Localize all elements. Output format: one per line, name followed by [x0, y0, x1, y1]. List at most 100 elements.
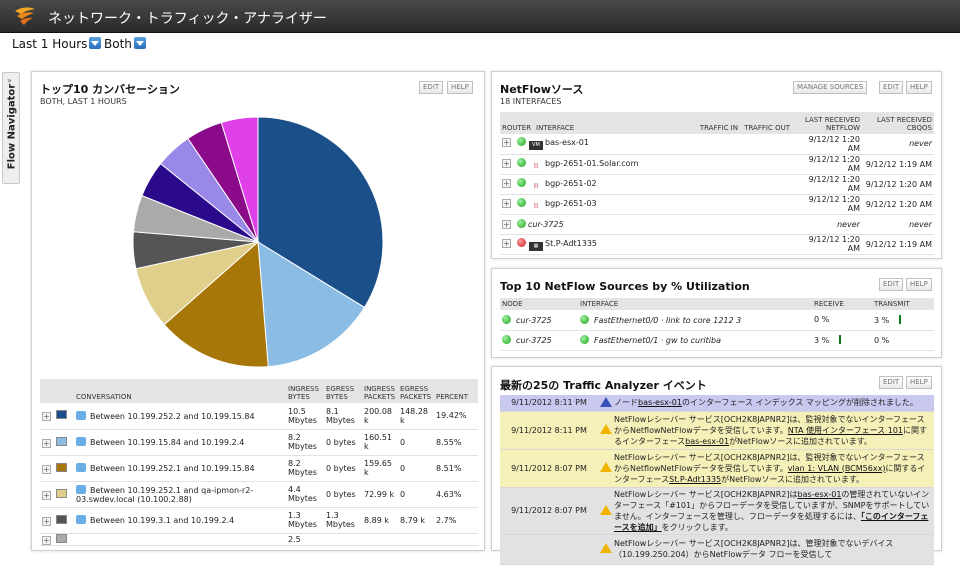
edit-button[interactable]: EDIT [879, 278, 904, 291]
expand-icon[interactable]: + [502, 220, 511, 229]
table-row[interactable]: + ||| bgp-2651-02 9/12/12 1:20 AM 9/12/12 1:… [500, 174, 934, 195]
expand-icon[interactable]: + [42, 438, 51, 448]
expand-icon[interactable]: + [42, 535, 51, 545]
event-link[interactable]: 「このインターフェースを追加」 [614, 511, 929, 532]
conversation-name[interactable] [74, 533, 286, 546]
chevron-down-icon[interactable] [89, 37, 102, 49]
table-row[interactable]: + cur-3725 never never [500, 214, 934, 235]
expand-icon[interactable]: + [42, 412, 51, 422]
source-cell[interactable]: + ||| bgp-2651-01.Solar.com [500, 154, 684, 175]
expand-icon[interactable]: + [42, 490, 51, 500]
node-cell[interactable]: cur-3725 [500, 310, 578, 331]
column-egress-bytes[interactable]: EGRESS BYTES [326, 385, 355, 401]
edit-button[interactable]: EDIT [419, 81, 444, 94]
expand-icon[interactable]: + [502, 178, 511, 188]
column-traffic-in: TRAFFIC IN [699, 124, 738, 132]
conversation-name[interactable]: Between 10.199.252.2 and 10.199.15.84 [74, 403, 286, 430]
source-cell[interactable]: + VM bas-esx-01 [500, 134, 684, 155]
node-link[interactable]: cur-3725 [516, 336, 552, 345]
column-percent[interactable]: PERCENT [436, 393, 468, 401]
table-row[interactable]: + ||| bgp-2651-03 9/12/12 1:20 AM 9/12/12 1:… [500, 194, 934, 215]
source-name-link[interactable]: bgp-2651-01.Solar.com [545, 158, 639, 168]
interface-link[interactable]: FastEthernet0/0 · link to core 1212 3 [594, 315, 742, 325]
edit-button[interactable]: EDIT [879, 376, 904, 389]
expand-icon[interactable]: + [42, 516, 51, 526]
source-name-link[interactable]: bgp-2651-02 [545, 178, 597, 188]
event-link[interactable]: bas-esx-01 [685, 436, 730, 446]
event-link[interactable]: NTA 使用インターフェース 101 [787, 425, 903, 435]
status-icon [517, 219, 526, 228]
manage-sources-button[interactable]: MANAGE SOURCES [793, 81, 868, 94]
expand-icon[interactable]: + [502, 198, 511, 208]
table-row[interactable]: cur-3725 FastEthernet0/0 · link to core 1… [500, 310, 934, 331]
status-icon [517, 197, 526, 207]
interface-cell[interactable]: FastEthernet0/1 · gw to curitiba [578, 330, 812, 351]
column-ingress-packets[interactable]: INGRESS PACKETS [364, 385, 396, 401]
table-row[interactable]: + VM bas-esx-01 9/12/12 1:20 AM never [500, 134, 934, 155]
conversation-link[interactable]: Between 10.199.252.1 and qa-ipmon-r2-03.… [76, 485, 254, 504]
help-button[interactable]: HELP [906, 278, 932, 291]
node-link[interactable]: cur-3725 [516, 315, 552, 325]
table-row[interactable]: + ||| bgp-2651-01.Solar.com 9/12/12 1:20 AM… [500, 154, 934, 175]
node-cell[interactable]: cur-3725 [500, 330, 578, 351]
event-icon-cell [598, 487, 614, 535]
cell-percent: 19.42% [434, 403, 478, 430]
table-row[interactable]: + Between 10.199.252.2 and 10.199.15.84 10… [40, 403, 478, 430]
conversation-link[interactable]: Between 10.199.252.2 and 10.199.15.84 [90, 411, 255, 421]
table-row[interactable]: cur-3725 FastEthernet0/1 · gw to curitiba… [500, 330, 934, 351]
pie-slice-2[interactable] [257, 241, 366, 368]
source-name-link[interactable]: St.P-Adt1335 [545, 238, 598, 248]
expand-icon[interactable]: + [502, 238, 511, 248]
event-link[interactable]: St.P-Adt1335 [669, 474, 722, 484]
source-cell[interactable]: + ||| bgp-2651-02 [500, 174, 684, 195]
column-conversation[interactable]: CONVERSATION [76, 393, 132, 401]
source-name-link[interactable]: cur-3725 [528, 220, 564, 229]
expand-chevron-icon[interactable]: » [7, 76, 12, 85]
chevron-down-icon[interactable] [133, 37, 146, 49]
flow-navigator-tab[interactable]: » Flow Navigator [2, 72, 20, 184]
table-row[interactable]: + Between 10.199.252.1 and 10.199.15.84 8.… [40, 455, 478, 482]
source-name-link[interactable]: bgp-2651-03 [545, 198, 597, 208]
help-button[interactable]: HELP [447, 81, 473, 94]
column-egress-packets[interactable]: EGRESS PACKETS [400, 385, 432, 401]
time-period-filter[interactable]: Last 1 Hours [12, 37, 102, 51]
edit-button[interactable]: EDIT [879, 81, 904, 94]
conversation-link[interactable]: Between 10.199.3.1 and 10.199.2.4 [90, 516, 235, 525]
help-button[interactable]: HELP [906, 376, 932, 389]
expand-icon[interactable]: + [502, 158, 511, 168]
conversation-name[interactable]: Between 10.199.15.84 and 10.199.2.4 [74, 429, 286, 456]
pie-slice-3[interactable] [163, 240, 269, 368]
conversation-name[interactable]: Between 10.199.252.1 and 10.199.15.84 [74, 455, 286, 482]
flow-direction-filter[interactable]: Both [104, 37, 146, 51]
expand-icon[interactable]: + [42, 464, 51, 474]
table-row[interactable]: + Between 10.199.252.1 and qa-ipmon-r2-03… [40, 481, 478, 508]
conversation-name[interactable]: Between 10.199.3.1 and 10.199.2.4 [74, 507, 286, 534]
conversation-link[interactable]: Between 10.199.252.1 and 10.199.15.84 [90, 464, 255, 473]
table-row[interactable]: +2.5 [40, 533, 478, 546]
info-icon [600, 396, 612, 407]
event-node-link[interactable]: bas-esx-01 [638, 398, 682, 408]
expand-icon[interactable]: + [502, 138, 511, 148]
event-link[interactable]: bas-esx-01 [797, 489, 842, 499]
conversation-name[interactable]: Between 10.199.252.1 and qa-ipmon-r2-03.… [74, 481, 286, 508]
column-ingress-bytes[interactable]: INGRESS BYTES [288, 385, 319, 401]
event-row: 9/11/2012 8:11 PM NetFlowレシーバー サービス[OCH2K… [500, 411, 934, 450]
table-header: CONVERSATION INGRESS BYTES EGRESS BYTES … [40, 379, 478, 403]
table-row[interactable]: + ▦ St.P-Adt1335 9/12/12 1:20 AM 9/12/12 1:1… [500, 234, 934, 255]
interface-link[interactable]: FastEthernet0/1 · gw to curitiba [594, 336, 721, 345]
receive-cell: 3 % [812, 330, 872, 351]
source-cell[interactable]: + ▦ St.P-Adt1335 [500, 234, 684, 255]
table-row[interactable]: + Between 10.199.3.1 and 10.199.2.4 1.3 Mb… [40, 507, 478, 534]
conversation-link[interactable]: Between 10.199.15.84 and 10.199.2.4 [90, 438, 245, 447]
table-row[interactable]: + Between 10.199.15.84 and 10.199.2.4 8.2 … [40, 429, 478, 456]
source-cell[interactable]: + ||| bgp-2651-03 [500, 194, 684, 215]
pie-slice-10[interactable] [220, 116, 259, 243]
help-button[interactable]: HELP [906, 81, 932, 94]
event-text: NetFlowレシーバー サービス[OCH2K8JAPNR2]は、監視対象でない… [614, 452, 925, 473]
event-link[interactable]: vlan 1: VLAN (BCM56xx) [787, 463, 886, 473]
source-name-link[interactable]: bas-esx-01 [545, 138, 589, 148]
pie-slice-1[interactable] [257, 116, 384, 309]
panel-subtitle: 18 INTERFACES [500, 97, 562, 106]
source-cell[interactable]: + cur-3725 [500, 214, 684, 235]
interface-cell[interactable]: FastEthernet0/0 · link to core 1212 3 [578, 310, 812, 331]
